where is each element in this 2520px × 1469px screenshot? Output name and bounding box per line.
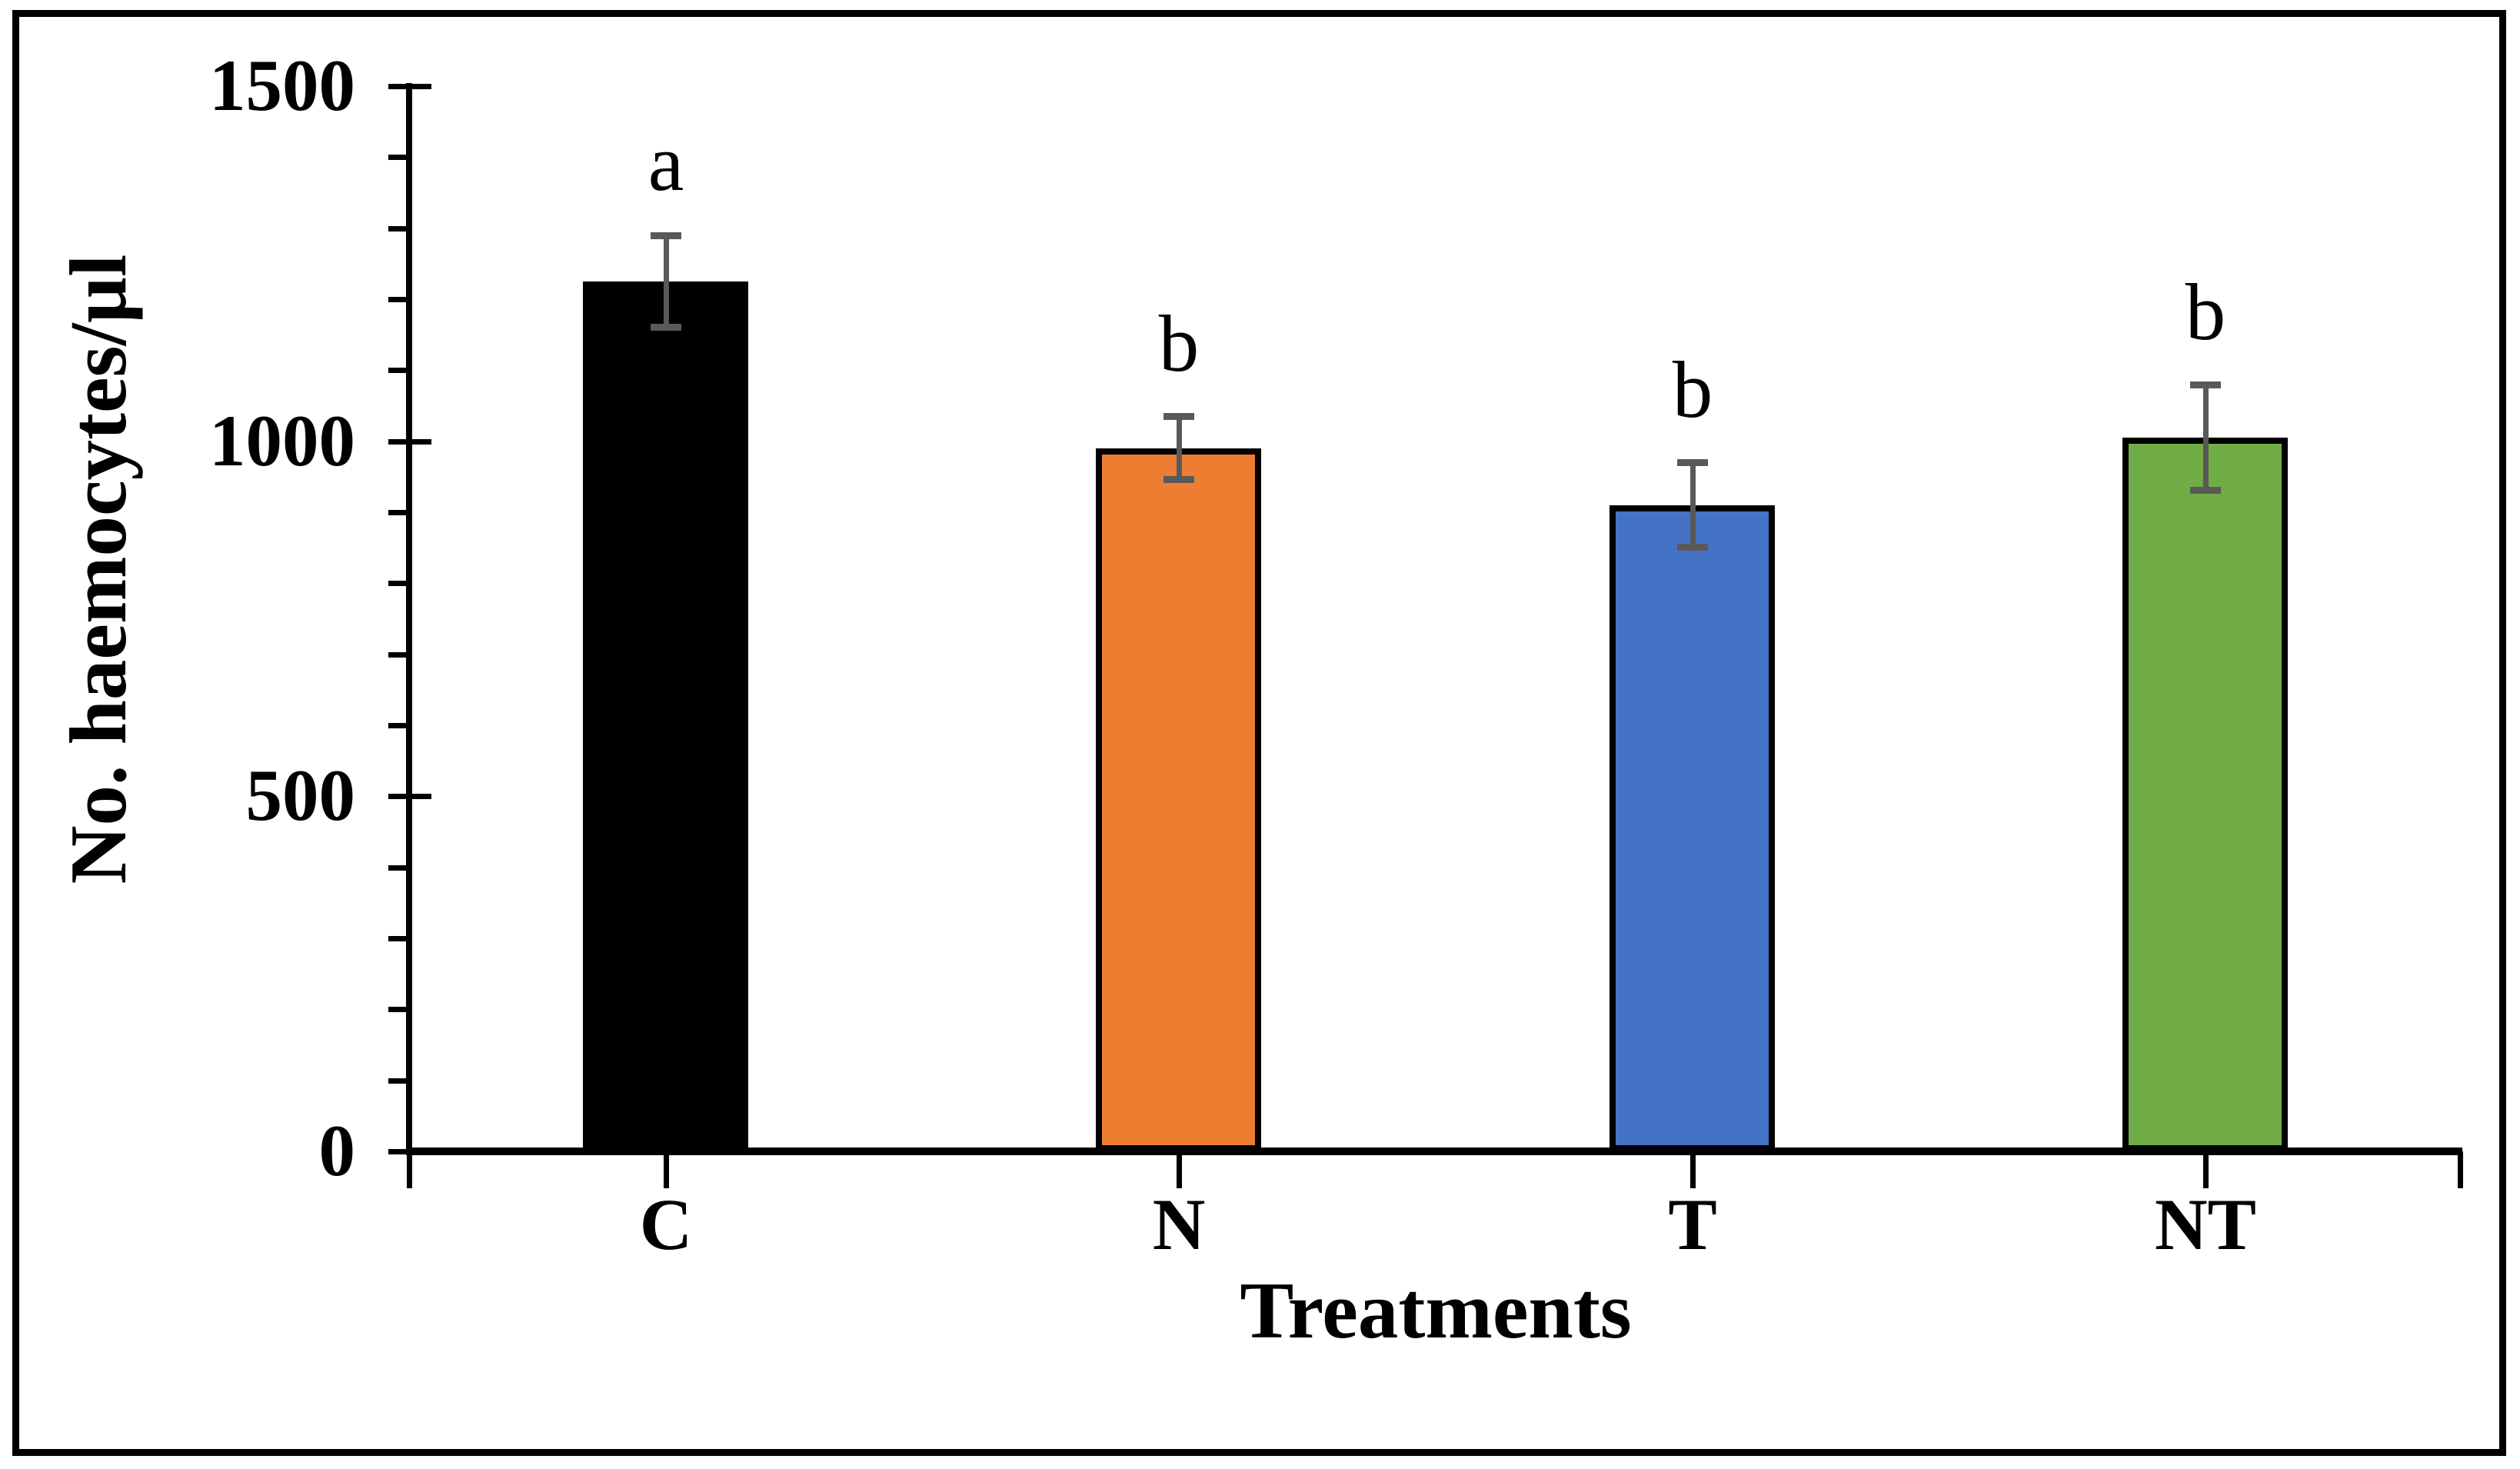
y-minor-tick <box>388 297 409 302</box>
error-bar-stem <box>1690 462 1696 548</box>
category-label-NT: NT <box>2155 1184 2256 1265</box>
error-bar-stem <box>2203 385 2209 491</box>
category-label-C: C <box>639 1184 693 1265</box>
bar-NT <box>2122 438 2288 1151</box>
y-minor-tick <box>388 723 409 728</box>
error-bar-cap-top <box>1163 413 1194 420</box>
x-tick <box>407 1151 412 1188</box>
figure-border <box>12 10 2506 1456</box>
y-tick-label: 1500 <box>209 45 355 126</box>
y-minor-tick <box>388 865 409 871</box>
x-axis-line <box>409 1148 2462 1155</box>
bar-C <box>583 281 748 1151</box>
error-bar-stem <box>1177 416 1182 480</box>
x-tick <box>1690 1151 1696 1188</box>
y-minor-tick <box>388 226 409 232</box>
error-bar-stem <box>664 235 669 328</box>
y-minor-tick <box>388 1078 409 1084</box>
y-minor-tick <box>388 368 409 373</box>
x-tick <box>664 1151 669 1188</box>
x-tick <box>2458 1151 2463 1188</box>
x-tick <box>2203 1151 2209 1188</box>
error-bar-cap-top <box>1677 459 1708 466</box>
y-axis-title: No. haemocytes/µl <box>53 254 143 884</box>
error-bar-cap-top <box>651 232 681 239</box>
y-tick-label: 0 <box>318 1110 356 1191</box>
bar-T <box>1610 505 1775 1151</box>
category-label-T: T <box>1668 1184 1717 1265</box>
x-tick <box>1177 1151 1182 1188</box>
y-axis-line <box>406 83 412 1155</box>
y-tick-label: 1000 <box>209 400 355 481</box>
y-minor-tick <box>388 155 409 160</box>
error-bar-cap-bottom <box>1163 476 1194 483</box>
y-minor-tick <box>388 581 409 586</box>
y-minor-tick <box>388 652 409 658</box>
y-minor-tick <box>388 936 409 941</box>
error-bar-cap-bottom <box>2190 487 2221 494</box>
error-bar-cap-bottom <box>651 324 681 331</box>
error-bar-cap-top <box>2190 381 2221 388</box>
y-minor-tick <box>388 510 409 515</box>
bar-N <box>1096 448 1261 1151</box>
error-bar-cap-bottom <box>1677 544 1708 551</box>
y-tick-label: 500 <box>245 754 356 836</box>
significance-letter-T: b <box>1672 345 1713 435</box>
category-label-N: N <box>1152 1184 1206 1265</box>
y-minor-tick <box>388 1007 409 1012</box>
significance-letter-C: a <box>647 118 684 208</box>
x-axis-title: Treatments <box>1240 1265 1632 1355</box>
significance-letter-N: b <box>1158 298 1200 388</box>
significance-letter-NT: b <box>2185 267 2226 357</box>
